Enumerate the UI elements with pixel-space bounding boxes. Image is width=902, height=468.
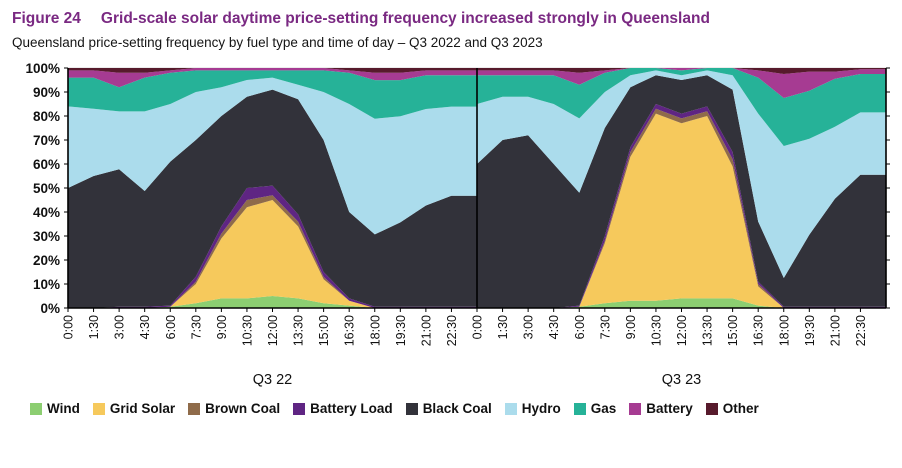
legend-item-hydro: Hydro: [504, 401, 561, 416]
legend-label-gas: Gas: [590, 401, 617, 416]
stacked-area-chart: 100% 90% 80% 70% 60% 50% 40% 30% 20% 10% 0% 0:00 1:3…: [12, 60, 892, 400]
legend-item-wind: Wind: [30, 402, 80, 416]
y-axis-tick-label: 80%: [33, 109, 60, 124]
chart-svg: 100%90%80%70%60%50%40%30%20%10%0%0:00 1:3…: [25, 61, 890, 388]
legend-item-black-coal: Black Coal: [405, 401, 492, 416]
legend-swatch-battery: [629, 402, 642, 415]
x-axis-tick-label: 6:00: [164, 315, 178, 339]
x-axis-tick-label: 22:30: [854, 315, 868, 346]
x-axis-tick-label: 1:30: [496, 315, 510, 339]
legend-item-battery-load: Battery Load: [293, 402, 393, 416]
x-axis-tick-label: 7:30: [189, 315, 203, 339]
area-gas-panel-1: [477, 68, 886, 146]
x-axis-tick-label: 0:00: [471, 315, 485, 339]
x-axis-tick-label: 12:00: [266, 315, 280, 346]
x-axis-tick-label: 18:00: [368, 315, 382, 346]
x-axis-tick-label: 6:00: [573, 315, 587, 339]
legend-item-brown-coal: Brown Coal: [188, 402, 280, 416]
area-other-panel-1: [477, 68, 886, 74]
area-grid-solar-panel-0: [68, 200, 477, 308]
legend-swatch-wind: [30, 402, 42, 415]
y-axis-tick-label: 50%: [33, 181, 60, 196]
x-axis-tick-label: 3:00: [522, 315, 536, 339]
y-axis-tick-label: 0%: [40, 301, 60, 316]
x-axis-tick-label: 1:30: [87, 315, 101, 339]
legend-swatch-grid-solar: [92, 402, 105, 415]
x-axis-tick-label: 10:30: [649, 315, 663, 346]
panel-caption: Q3 22: [253, 372, 293, 388]
area-black-coal-panel-0: [68, 89, 477, 308]
x-axis-tick-label: 4:30: [547, 315, 561, 339]
legend-label-brown-coal: Brown Coal: [205, 401, 281, 416]
figure-number: Figure 24: [12, 10, 81, 27]
legend-label-black-coal: Black Coal: [422, 401, 492, 416]
legend-swatch-gas: [573, 402, 586, 415]
area-wind-panel-0: [68, 296, 477, 308]
x-axis-tick-label: 9:00: [215, 315, 229, 339]
legend-label-wind: Wind: [47, 401, 80, 416]
area-other-panel-0: [68, 68, 477, 73]
legend-label-battery-load: Battery Load: [310, 401, 393, 416]
y-axis-tick-label: 70%: [33, 133, 60, 148]
x-axis-tick-label: 4:30: [138, 315, 152, 339]
area-battery-panel-1: [477, 68, 886, 98]
x-axis-tick-label: 21:00: [419, 315, 433, 346]
x-axis-tick-label: 3:00: [113, 315, 127, 339]
legend-item-gas: Gas: [573, 401, 617, 416]
legend-item-battery: Battery: [629, 402, 693, 416]
legend-label-battery: Battery: [646, 401, 693, 416]
area-wind-panel-1: [477, 298, 886, 308]
legend-item-other: Other: [705, 401, 759, 416]
x-axis-tick-label: 18:00: [777, 315, 791, 346]
legend-item-grid-solar: Grid Solar: [92, 401, 176, 416]
x-axis-tick-label: 16:30: [343, 315, 357, 346]
y-axis-tick-label: 10%: [33, 277, 60, 292]
area-black-coal-panel-1: [477, 75, 886, 308]
legend-label-grid-solar: Grid Solar: [109, 401, 176, 416]
figure-header: Figure 24 Grid-scale solar daytime price…: [12, 10, 892, 28]
y-axis-tick-label: 40%: [33, 205, 60, 220]
legend-swatch-hydro: [504, 402, 517, 415]
panel-caption: Q3 23: [662, 372, 702, 388]
x-axis-tick-label: 10:30: [240, 315, 254, 346]
legend-swatch-black-coal: [405, 402, 418, 415]
chart-legend: Wind Grid Solar Brown Coal Battery Load Blac…: [30, 402, 892, 416]
x-axis-tick-label: 19:30: [394, 315, 408, 346]
legend-label-hydro: Hydro: [521, 401, 561, 416]
legend-label-other: Other: [722, 401, 759, 416]
x-axis-tick-label: 0:00: [62, 315, 76, 339]
legend-swatch-brown-coal: [188, 402, 201, 415]
y-axis-tick-label: 60%: [33, 157, 60, 172]
x-axis-tick-label: 19:30: [803, 315, 817, 346]
x-axis-tick-label: 13:30: [292, 315, 306, 346]
legend-swatch-battery-load: [293, 402, 306, 415]
area-grid-solar-panel-1: [477, 113, 886, 308]
figure-title: Grid-scale solar daytime price-setting f…: [100, 10, 710, 27]
area-gas-panel-0: [68, 70, 477, 119]
y-axis-tick-label: 30%: [33, 229, 60, 244]
x-axis-tick-label: 13:30: [701, 315, 715, 346]
x-axis-tick-label: 21:00: [828, 315, 842, 346]
x-axis-tick-label: 16:30: [752, 315, 766, 346]
area-hydro-panel-0: [68, 77, 477, 235]
y-axis-tick-label: 90%: [33, 85, 60, 100]
y-axis-tick-label: 100%: [25, 61, 60, 76]
figure-subtitle: Queensland price-setting frequency by fu…: [12, 35, 543, 50]
y-axis-tick-label: 20%: [33, 253, 60, 268]
area-battery-panel-0: [68, 68, 477, 88]
legend-swatch-other: [705, 402, 718, 415]
x-axis-tick-label: 15:00: [726, 315, 740, 346]
area-hydro-panel-1: [477, 70, 886, 279]
x-axis-tick-label: 12:00: [675, 315, 689, 346]
x-axis-tick-label: 7:30: [598, 315, 612, 339]
figure-container: Figure 24 Grid-scale solar daytime price…: [12, 10, 892, 416]
x-axis-tick-label: 9:00: [624, 315, 638, 339]
x-axis-tick-label: 22:30: [445, 315, 459, 346]
x-axis-tick-label: 15:00: [317, 315, 331, 346]
